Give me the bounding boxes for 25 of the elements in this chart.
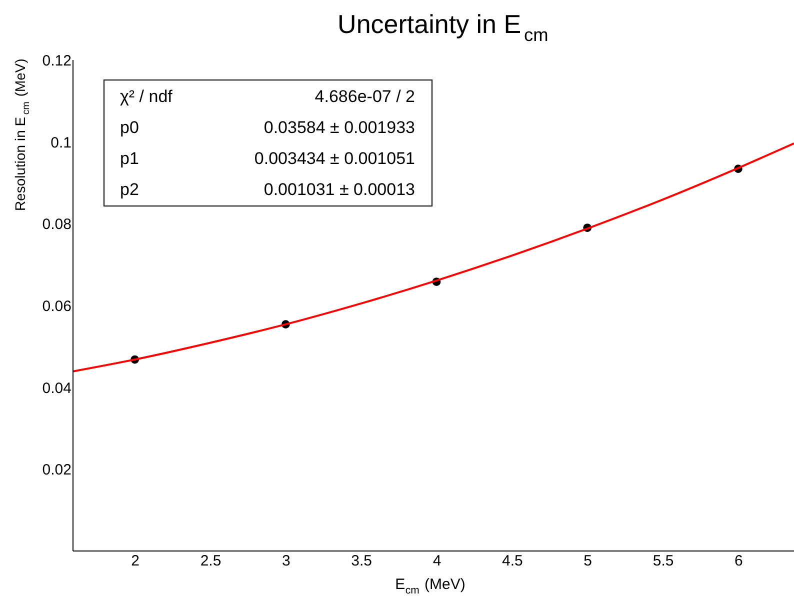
x-tick-label: 3 <box>282 552 290 570</box>
x-tick-label: 3.5 <box>351 552 372 570</box>
y-tick-label: 0.02 <box>42 462 72 479</box>
annotation: p0 <box>120 118 139 137</box>
x-tick-label: 4 <box>432 552 442 570</box>
y-tick-label: 0.12 <box>42 52 72 70</box>
y-tick-label: 0.1 <box>50 134 72 152</box>
y-tick-label: 0.06 <box>42 298 72 315</box>
y-axis-title: Resolution in Ecm (MeV) <box>12 58 32 212</box>
x-tick-label: 4.5 <box>502 552 523 570</box>
annotation: p2 <box>120 180 139 199</box>
y-tick-label: 0.08 <box>42 216 72 234</box>
x-tick-label: 5.5 <box>652 552 674 570</box>
x-tick-label: 6 <box>734 552 743 570</box>
annotation: χ² / ndf <box>120 87 173 106</box>
annotation: p1 <box>120 149 139 168</box>
annotation: 0.03584 ± 0.001933 <box>264 118 415 137</box>
x-tick-label: 5 <box>584 552 592 570</box>
line-series <box>73 142 794 372</box>
annotation: 0.003434 ± 0.001051 <box>254 149 415 168</box>
annotation: 4.686e-07 / 2 <box>314 87 415 106</box>
x-tick-label: 2.5 <box>200 552 222 570</box>
x-tick-label: 2 <box>131 552 140 570</box>
annotation: 0.001031 ± 0.00013 <box>264 180 415 199</box>
y-tick-label: 0.04 <box>42 380 72 397</box>
